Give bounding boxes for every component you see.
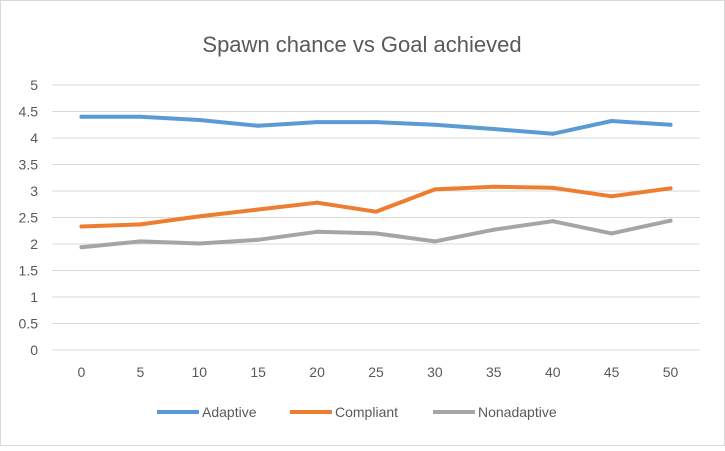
data-point-compliant <box>609 194 614 199</box>
data-point-adaptive <box>491 126 496 131</box>
legend-label-nonadaptive: Nonadaptive <box>478 404 557 420</box>
x-tick-label: 10 <box>191 364 207 380</box>
data-point-nonadaptive <box>491 227 496 232</box>
y-tick-label: 0 <box>30 342 38 358</box>
x-tick-label: 5 <box>136 364 144 380</box>
legend-label-compliant: Compliant <box>335 404 398 420</box>
chart-title: Spawn chance vs Goal achieved <box>202 32 521 57</box>
x-tick-label: 20 <box>309 364 325 380</box>
y-tick-label: 0.5 <box>19 316 39 332</box>
data-point-nonadaptive <box>609 231 614 236</box>
x-tick-label: 35 <box>486 364 502 380</box>
data-point-nonadaptive <box>138 239 143 244</box>
data-point-compliant <box>550 185 555 190</box>
data-point-compliant <box>315 200 320 205</box>
data-point-adaptive <box>197 117 202 122</box>
data-point-adaptive <box>432 122 437 127</box>
gridlines <box>52 84 700 351</box>
data-point-compliant <box>374 209 378 214</box>
x-tick-label: 25 <box>368 364 384 380</box>
data-point-compliant <box>256 207 261 212</box>
data-point-compliant <box>197 214 202 219</box>
x-tick-label: 45 <box>604 364 620 380</box>
y-tick-label: 4 <box>30 130 38 146</box>
data-point-compliant <box>432 187 437 192</box>
y-tick-label: 2 <box>30 236 38 252</box>
data-point-compliant <box>668 186 673 191</box>
data-point-adaptive <box>668 122 673 127</box>
y-tick-label: 5 <box>30 77 38 93</box>
series-lines <box>79 114 673 250</box>
data-point-nonadaptive <box>197 241 202 246</box>
data-point-adaptive <box>138 114 143 119</box>
data-point-adaptive <box>374 120 378 125</box>
data-point-nonadaptive <box>315 229 320 234</box>
data-point-nonadaptive <box>374 231 378 236</box>
x-tick-label: 50 <box>663 364 679 380</box>
data-point-nonadaptive <box>668 218 673 223</box>
x-tick-label: 30 <box>427 364 443 380</box>
x-tick-label: 0 <box>78 364 86 380</box>
data-point-compliant <box>138 222 143 227</box>
data-point-nonadaptive <box>550 219 555 224</box>
y-tick-label: 1 <box>30 289 38 305</box>
data-point-adaptive <box>79 114 84 119</box>
y-tick-label: 2.5 <box>19 210 39 226</box>
data-point-adaptive <box>315 120 320 125</box>
data-point-compliant <box>79 224 84 229</box>
y-tick-label: 1.5 <box>19 263 39 279</box>
data-point-adaptive <box>609 119 614 124</box>
data-point-adaptive <box>256 123 261 128</box>
x-axis-ticks: 0 5 10 15 20 25 30 35 40 45 50 <box>78 364 679 380</box>
x-tick-label: 15 <box>250 364 266 380</box>
y-tick-label: 3 <box>30 183 38 199</box>
y-axis-ticks: 0 0.5 1 1.5 2 2.5 3 3.5 4 4.5 5 <box>19 77 39 358</box>
data-point-nonadaptive <box>432 239 437 244</box>
data-point-adaptive <box>550 131 555 136</box>
x-tick-label: 40 <box>545 364 561 380</box>
y-tick-label: 4.5 <box>19 104 39 120</box>
legend: Adaptive Compliant Nonadaptive <box>157 404 557 420</box>
legend-label-adaptive: Adaptive <box>202 404 257 420</box>
y-tick-label: 3.5 <box>19 157 39 173</box>
data-point-compliant <box>491 184 496 189</box>
data-point-nonadaptive <box>79 245 84 250</box>
data-point-nonadaptive <box>256 237 261 242</box>
